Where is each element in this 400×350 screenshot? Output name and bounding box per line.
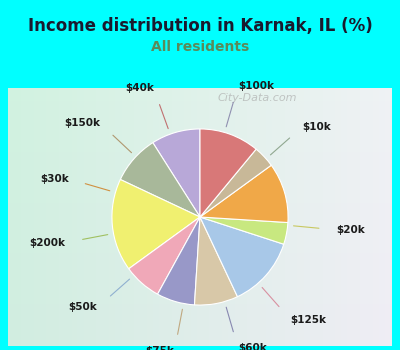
Text: City-Data.com: City-Data.com — [217, 93, 297, 103]
Wedge shape — [200, 165, 288, 223]
Text: Income distribution in Karnak, IL (%): Income distribution in Karnak, IL (%) — [28, 17, 372, 35]
Wedge shape — [129, 217, 200, 294]
Wedge shape — [200, 217, 288, 244]
Wedge shape — [112, 180, 200, 269]
Wedge shape — [120, 143, 200, 217]
Text: $60k: $60k — [238, 343, 267, 350]
Text: $50k: $50k — [69, 302, 98, 313]
Text: $20k: $20k — [336, 225, 365, 235]
Text: $30k: $30k — [40, 174, 69, 184]
Wedge shape — [153, 129, 200, 217]
Wedge shape — [158, 217, 200, 305]
Text: $40k: $40k — [125, 83, 154, 93]
Wedge shape — [200, 217, 284, 297]
Text: $100k: $100k — [238, 81, 274, 91]
Text: $10k: $10k — [302, 121, 331, 132]
Wedge shape — [200, 149, 271, 217]
Wedge shape — [200, 129, 256, 217]
Text: $200k: $200k — [30, 238, 66, 247]
Text: $150k: $150k — [64, 118, 100, 128]
Wedge shape — [194, 217, 238, 305]
Text: All residents: All residents — [151, 40, 249, 54]
Text: $75k: $75k — [146, 346, 174, 350]
Text: $125k: $125k — [290, 315, 326, 324]
